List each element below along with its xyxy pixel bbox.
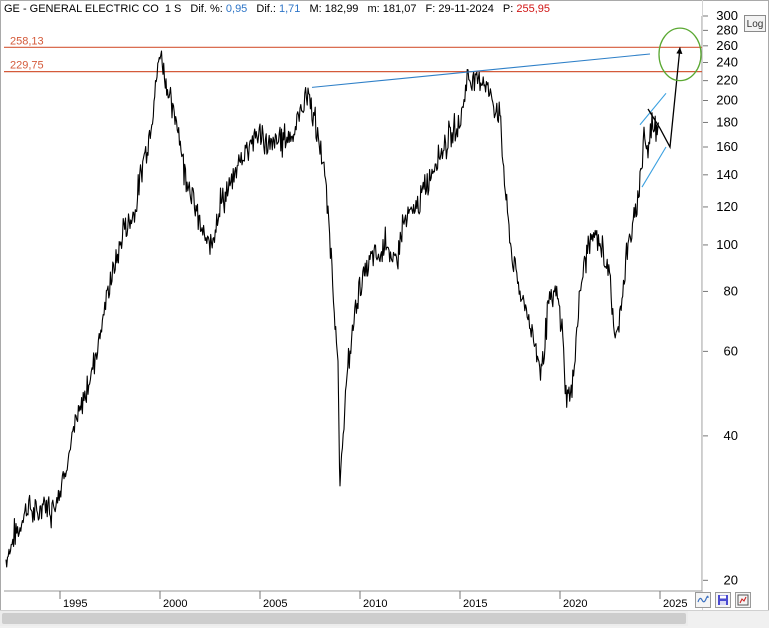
x-tick-label: 2025 — [663, 598, 687, 610]
y-tick-label: 160 — [716, 139, 738, 154]
symbol-title: GE - GENERAL ELECTRIC CO — [4, 3, 159, 15]
x-tick-label: 2015 — [463, 598, 487, 610]
x-tick-label: 2020 — [563, 598, 587, 610]
axis-separator — [702, 0, 703, 610]
min-label: m: — [367, 3, 380, 15]
dif-value: 1,71 — [279, 3, 301, 15]
y-tick-label: 260 — [716, 38, 738, 53]
projection-path — [647, 47, 681, 150]
projection-arrowhead — [676, 47, 683, 55]
max-label: M: — [309, 3, 322, 15]
y-tick-label: 60 — [724, 343, 738, 358]
y-tick-label: 40 — [724, 428, 738, 443]
resistance-trendline — [311, 53, 651, 88]
chart-toggle-icon[interactable] — [735, 592, 751, 608]
scrollbar-thumb[interactable] — [2, 613, 686, 624]
price-value: 255,95 — [516, 3, 550, 15]
price-label: P: — [502, 3, 514, 15]
dif-pct-value: 0,95 — [225, 3, 248, 15]
date-label: F: — [425, 3, 436, 15]
x-tick-label: 2005 — [263, 598, 287, 610]
dif-pct-label: Dif. %: — [190, 3, 223, 15]
y-tick-label: 300 — [716, 8, 738, 23]
chart-header: GE - GENERAL ELECTRIC CO 1 S Dif. %: 0,95… — [4, 3, 556, 15]
interval-label: 1 S — [164, 3, 182, 15]
price-line — [5, 50, 659, 568]
dif-label: Dif.: — [256, 3, 276, 15]
y-tick-label: 80 — [724, 283, 738, 298]
y-tick-label: 280 — [716, 22, 738, 37]
x-tick-label: 1995 — [63, 598, 87, 610]
y-tick-label: 240 — [716, 54, 738, 69]
target-ellipse — [658, 27, 702, 82]
y-tick-label: 180 — [716, 114, 738, 129]
price-level-label: 258,13 — [10, 35, 44, 47]
y-tick-label: 220 — [716, 73, 738, 88]
price-level-label: 229,75 — [10, 60, 44, 72]
wave-icon[interactable] — [695, 592, 711, 608]
channel-line — [641, 146, 667, 188]
min-value: 181,07 — [382, 3, 417, 15]
y-tick-label: 140 — [716, 167, 738, 182]
date-value: 29-11-2024 — [438, 3, 494, 15]
max-value: 182,99 — [324, 3, 359, 15]
y-tick-label: 20 — [724, 572, 738, 587]
save-icon[interactable] — [715, 592, 731, 608]
x-tick-label: 2000 — [163, 598, 187, 610]
x-tick-label: 2010 — [363, 598, 387, 610]
channel-line — [639, 92, 667, 126]
y-tick-label: 200 — [716, 92, 738, 107]
log-scale-button[interactable]: Log — [744, 15, 766, 32]
y-tick-label: 100 — [716, 237, 738, 252]
y-tick-label: 120 — [716, 199, 738, 214]
